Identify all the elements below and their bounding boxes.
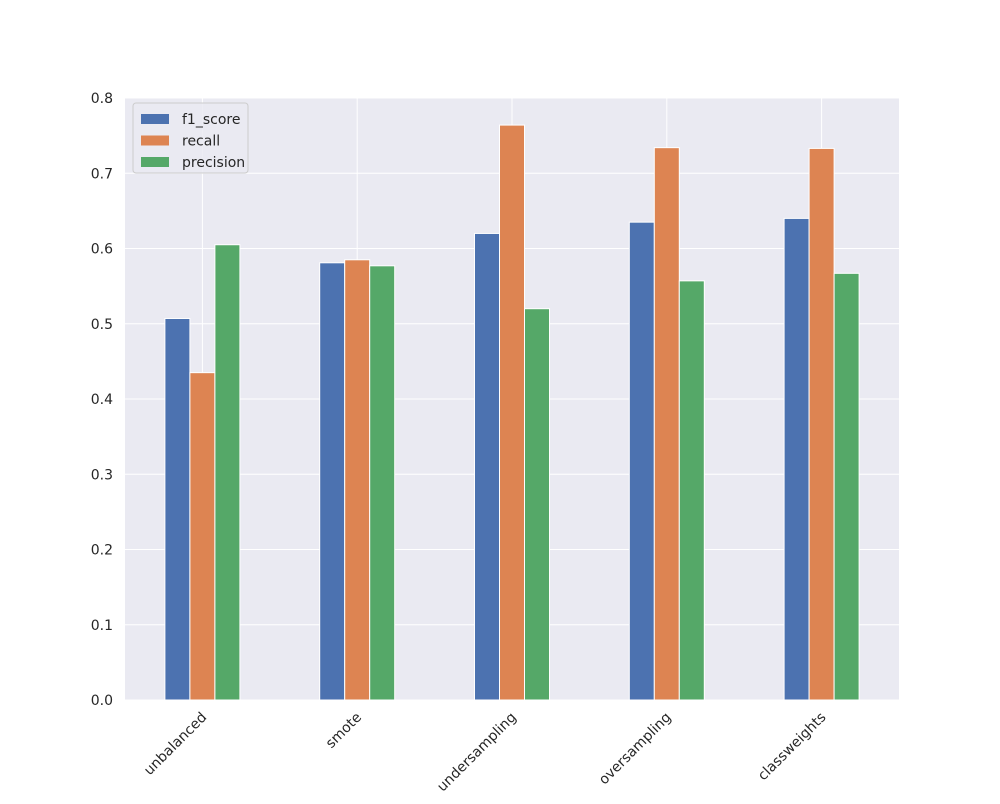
bar-precision-classweights [833,272,860,701]
x-tick-label: smote [323,710,365,752]
bar-f1_score-undersampling [474,232,500,701]
y-tick-label: 0.8 [91,91,113,107]
legend-label-recall: recall [182,134,220,150]
bar-recall-oversampling [653,147,680,701]
bar-recall-unbalanced [189,372,216,701]
y-tick-label: 0.7 [91,166,113,182]
legend-swatch-f1_score [141,114,169,124]
y-tick-label: 0.2 [91,543,113,559]
y-tick-label: 0.1 [91,618,113,634]
y-tick-label: 0.4 [91,392,113,408]
bar-precision-undersampling [524,308,550,701]
y-tick-label: 0.3 [91,467,113,483]
bar-precision-unbalanced [214,244,241,701]
x-tick-label: classweights [755,710,829,784]
x-tick-label: unbalanced [141,710,210,779]
y-tick-label: 0.5 [91,317,113,333]
bar-f1_score-oversampling [628,221,655,701]
bar-f1_score-classweights [783,217,810,701]
x-axis: unbalanced smote undersampling oversampling… [141,710,829,796]
bar-recall-classweights [808,147,835,701]
bar-recall-smote [344,259,371,701]
legend-swatch-precision [141,157,169,167]
bar-recall-undersampling [499,124,525,701]
bar-f1_score-unbalanced [164,317,191,701]
bar-precision-smote [369,265,396,701]
y-tick-label: 0.0 [91,693,113,709]
legend-swatch-recall [141,135,169,146]
x-tick-label: undersampling [434,710,520,796]
legend-label-precision: precision [182,155,245,171]
x-tick-label: oversampling [596,710,675,789]
bar-precision-oversampling [678,280,705,701]
bars [164,124,860,701]
y-axis: 0.0 0.1 0.2 0.3 0.4 0.5 0.6 0.7 0.8 [91,91,113,709]
bar-f1_score-smote [319,262,346,701]
y-tick-label: 0.6 [91,242,113,258]
legend-label-f1_score: f1_score [182,112,240,128]
